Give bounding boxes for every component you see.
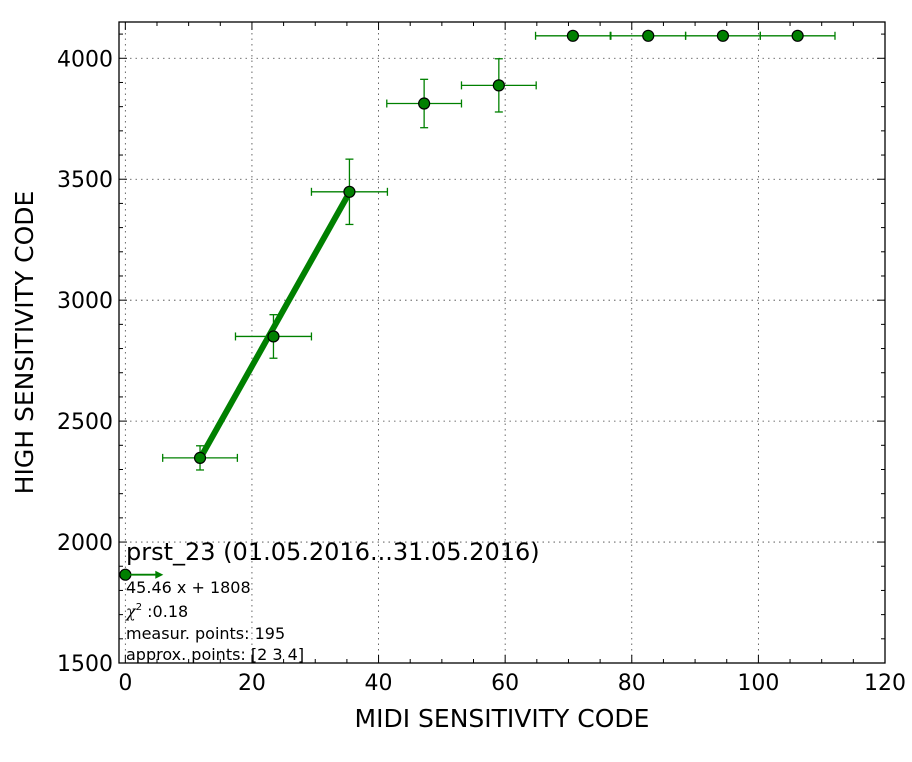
error-bars bbox=[162, 31, 836, 471]
x-tick-label: 20 bbox=[238, 671, 266, 696]
x-tick-label: 60 bbox=[491, 671, 519, 696]
x-tick-label: 40 bbox=[365, 671, 393, 696]
x-axis-label: MIDI SENSITIVITY CODE bbox=[355, 704, 650, 733]
x-tick-label: 100 bbox=[737, 671, 779, 696]
y-tick-label: 3500 bbox=[57, 168, 113, 193]
chart-title: prst_23 (01.05.2016...31.05.2016) bbox=[126, 538, 540, 566]
marker-arrow-head bbox=[155, 570, 164, 579]
y-tick-label: 4000 bbox=[57, 47, 113, 72]
y-tick-label: 1500 bbox=[57, 652, 113, 677]
y-axis-label: HIGH SENSITIVITY CODE bbox=[10, 191, 39, 495]
data-point bbox=[492, 79, 505, 92]
x-tick-label: 0 bbox=[118, 671, 132, 696]
data-point bbox=[566, 29, 580, 42]
y-tick-label: 2000 bbox=[57, 531, 113, 556]
chi-symbol: χ bbox=[125, 602, 137, 621]
y-tick-label: 3000 bbox=[57, 289, 113, 314]
chi-superscript: 2 bbox=[136, 602, 142, 613]
data-point bbox=[343, 185, 356, 198]
axis-ticks bbox=[119, 22, 886, 664]
data-point bbox=[642, 29, 655, 42]
y-tick-labels: 1500 2000 2500 3000 3500 4000 bbox=[57, 47, 113, 677]
fit-equation: 45.46 x + 1808 bbox=[126, 578, 251, 597]
measur-points-text: measur. points: 195 bbox=[126, 624, 285, 643]
grid bbox=[119, 22, 886, 664]
data-point bbox=[418, 97, 431, 110]
y-tick-label: 2500 bbox=[57, 410, 113, 435]
chi-value: :0.18 bbox=[142, 602, 188, 621]
fit-line-group bbox=[197, 191, 353, 461]
x-tick-label: 80 bbox=[618, 671, 646, 696]
data-point bbox=[716, 29, 730, 42]
fit-line bbox=[197, 191, 353, 461]
data-point bbox=[267, 330, 280, 343]
data-points bbox=[119, 29, 804, 581]
x-tick-labels: 0 20 40 60 80 100 120 bbox=[118, 671, 906, 696]
x-tick-label: 120 bbox=[864, 671, 906, 696]
chi-square-text: χ2 :0.18 bbox=[125, 602, 188, 621]
data-point bbox=[791, 29, 804, 42]
data-point bbox=[193, 451, 207, 464]
approx-points-text: approx. points: [2 3 4] bbox=[126, 645, 304, 664]
plot-frame bbox=[118, 21, 886, 664]
